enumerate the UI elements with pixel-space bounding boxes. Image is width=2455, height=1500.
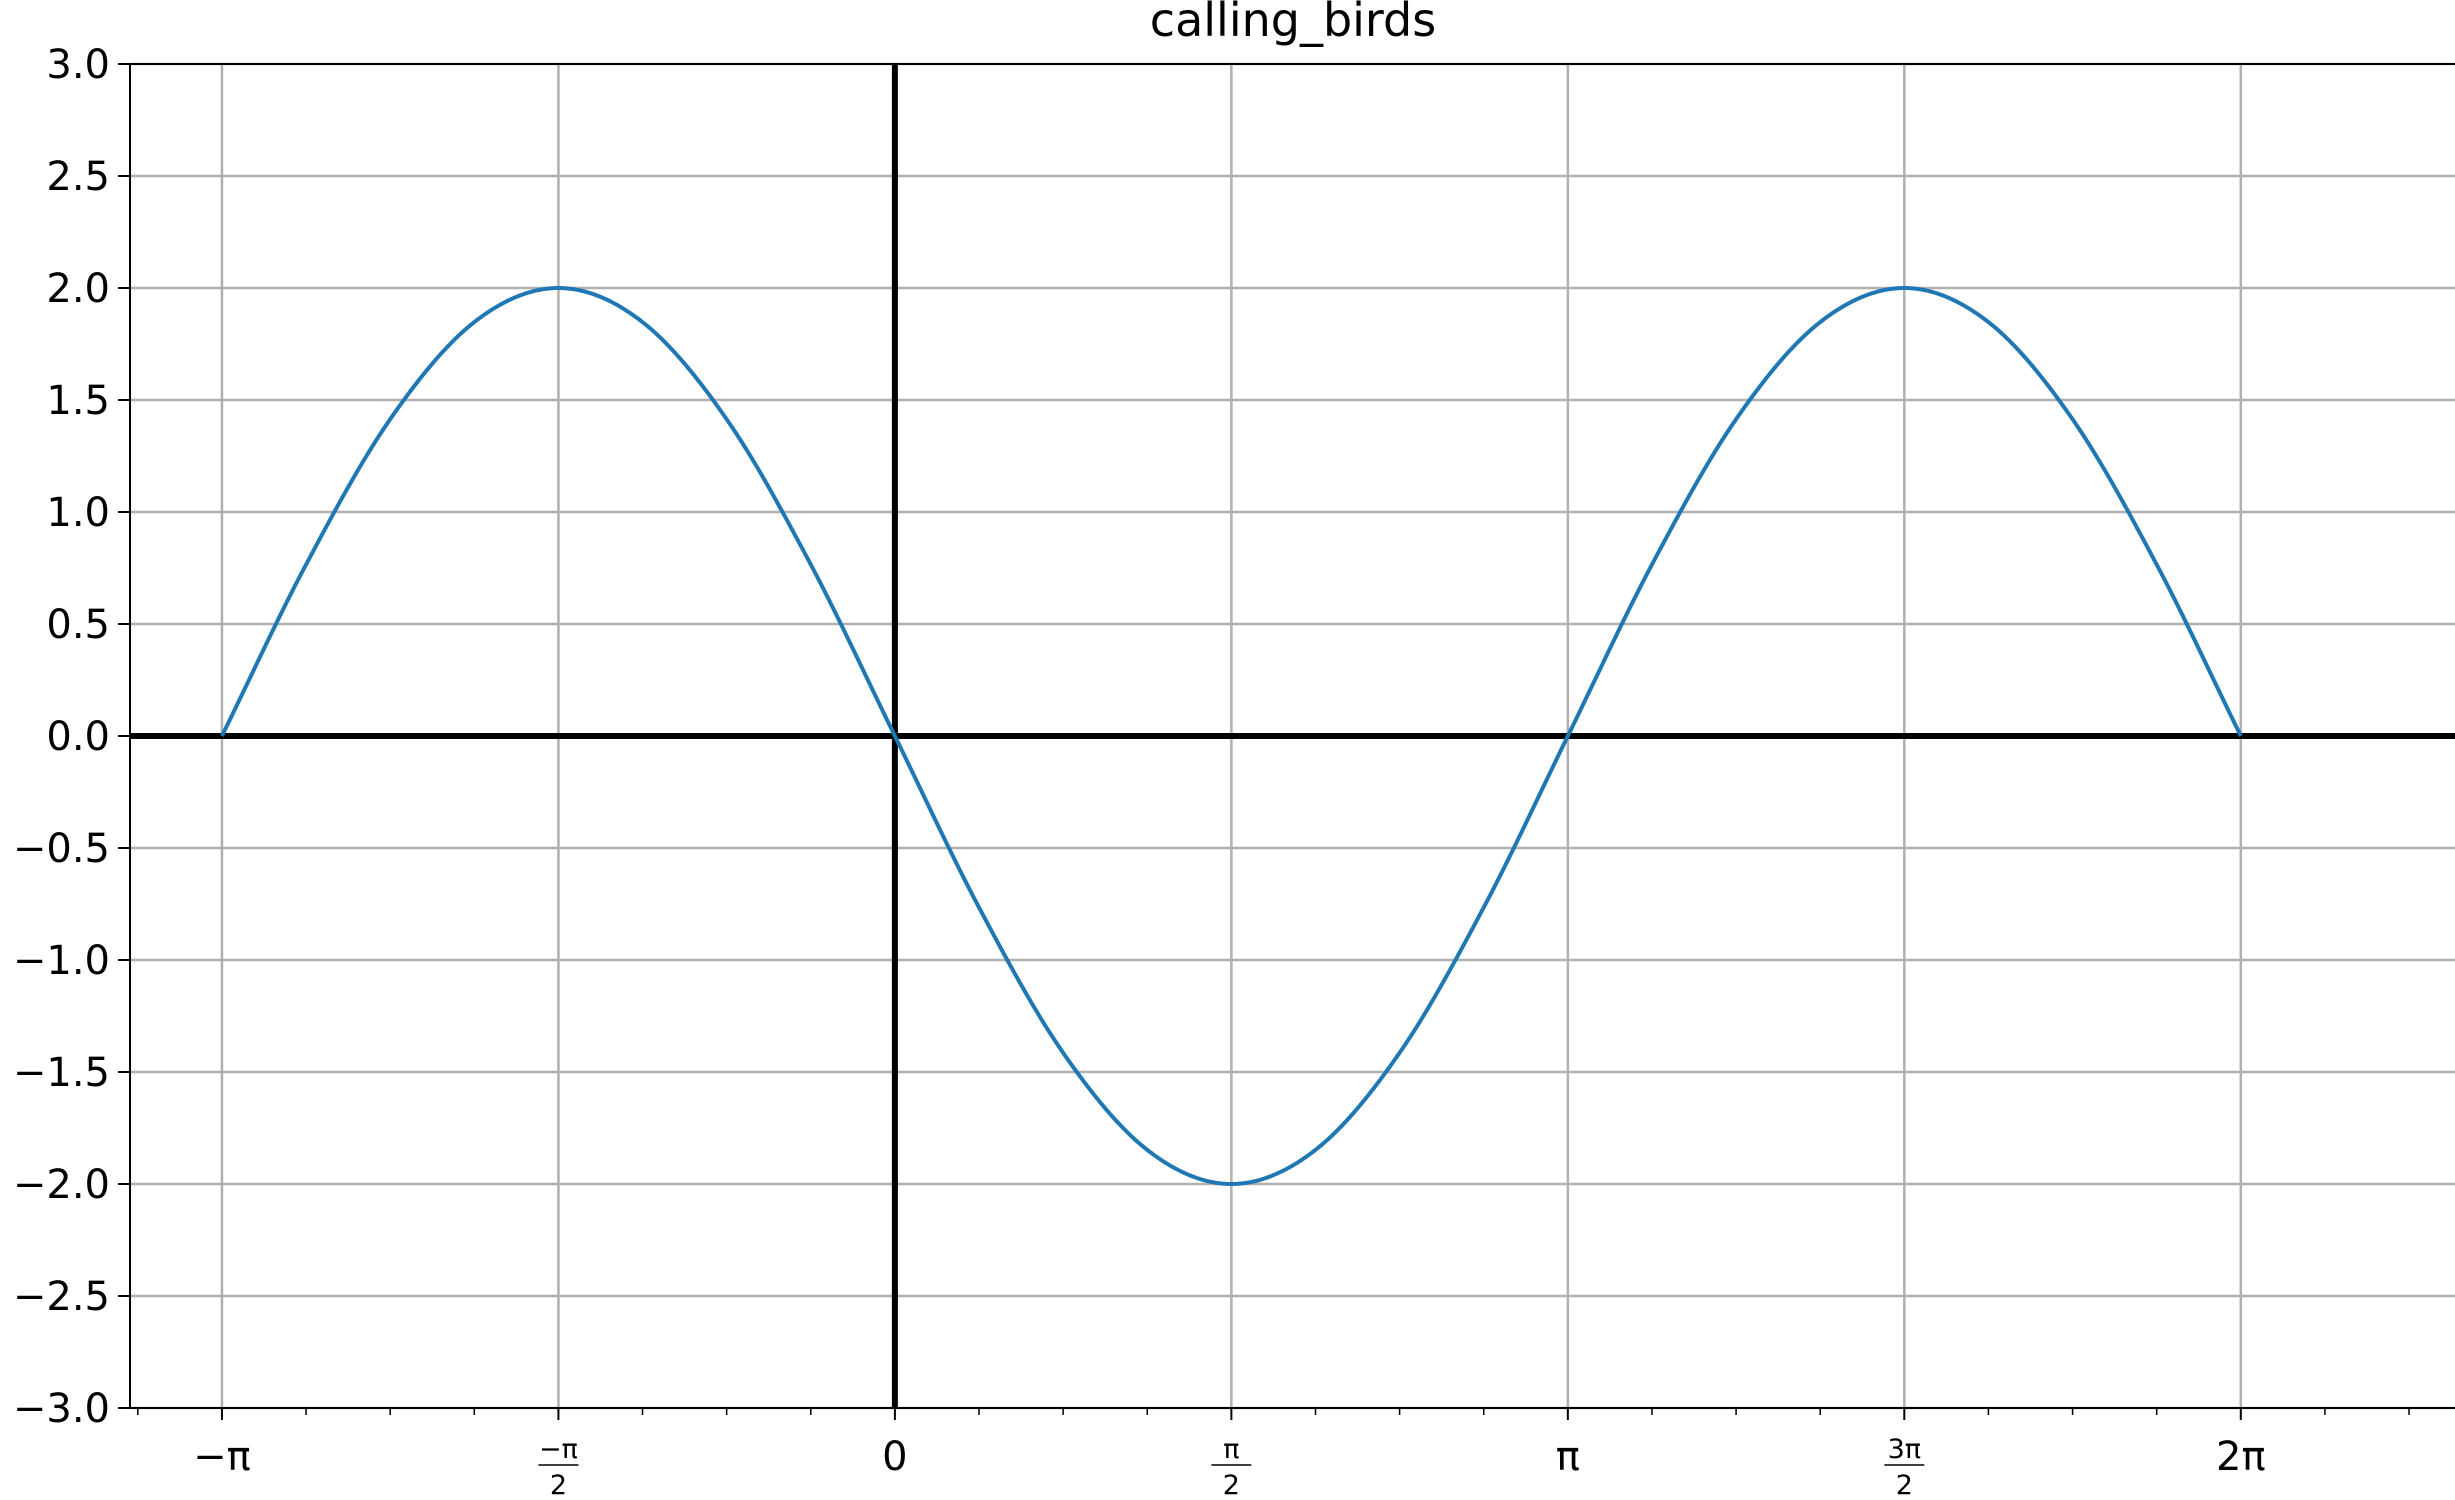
x-tick-fraction: π2 xyxy=(1211,1434,1252,1500)
x-tick-denominator: 2 xyxy=(550,1470,567,1500)
y-axis-ticks: 3.0 2.5 2.0 1.5 1.0 0.5 0.0 −0.5 −1.0 −1.5 −2.0 −2.… xyxy=(13,42,130,1432)
x-tick-label: π xyxy=(1556,1434,1580,1480)
x-tick-denominator: 2 xyxy=(1223,1470,1240,1500)
series-layer xyxy=(220,286,2243,1186)
x-tick-numerator: 3π xyxy=(1888,1434,1921,1465)
y-tick-label: 0.5 xyxy=(46,602,110,648)
y-tick-label: 0.0 xyxy=(46,714,110,760)
x-tick-numerator: π xyxy=(1223,1434,1239,1465)
x-tick-fraction: −π 2 xyxy=(538,1434,579,1500)
y-tick-label: −1.0 xyxy=(13,938,110,984)
y-tick-label: −2.0 xyxy=(13,1162,110,1208)
y-tick-label: 3.0 xyxy=(46,42,110,88)
x-tick-denominator: 2 xyxy=(1896,1470,1913,1500)
chart-title: calling_birds xyxy=(1150,0,1436,47)
y-tick-label: 2.5 xyxy=(46,154,110,200)
y-tick-label: −1.5 xyxy=(13,1050,110,1096)
x-tick-label: 0 xyxy=(882,1434,907,1480)
y-tick-label: 1.0 xyxy=(46,490,110,536)
y-tick-label: −0.5 xyxy=(13,826,110,872)
y-tick-label: −3.0 xyxy=(13,1386,110,1432)
x-tick-fraction: 3π2 xyxy=(1884,1434,1925,1500)
y-tick-label: 2.0 xyxy=(46,266,110,312)
y-tick-label: 1.5 xyxy=(46,378,110,424)
series-line xyxy=(220,286,2243,1186)
y-tick-label: −2.5 xyxy=(13,1274,110,1320)
x-tick-numerator: −π xyxy=(539,1434,578,1465)
x-tick-label: −π xyxy=(193,1434,251,1480)
x-tick-label: 2π xyxy=(2216,1434,2266,1480)
zero-axis-lines xyxy=(130,64,2455,1408)
